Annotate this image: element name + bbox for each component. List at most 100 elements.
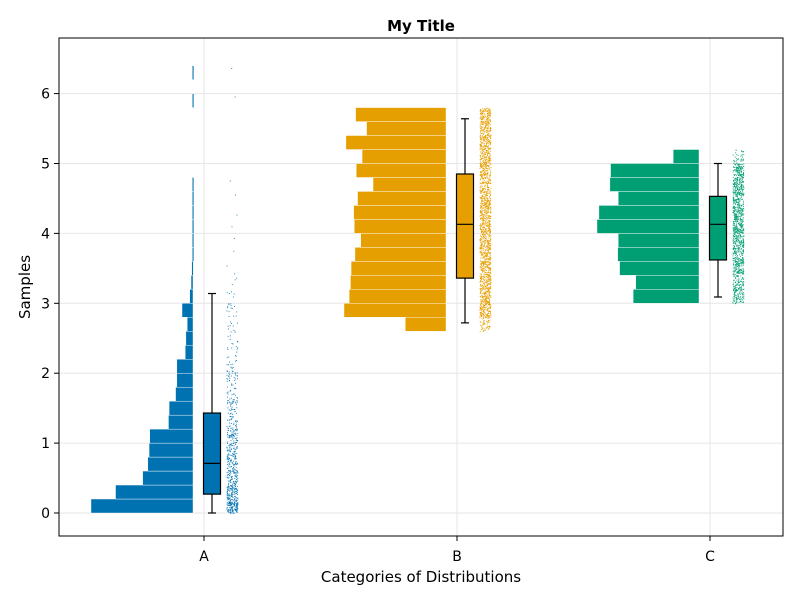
scatter-point: [733, 245, 735, 247]
scatter-point: [230, 366, 232, 368]
scatter-point: [733, 192, 735, 194]
scatter-point: [485, 167, 487, 169]
scatter-point: [738, 184, 739, 186]
scatter-point: [740, 268, 742, 270]
scatter-point: [736, 232, 738, 234]
scatter-point: [487, 157, 489, 159]
scatter-point: [486, 123, 488, 125]
scatter-point: [485, 203, 487, 205]
scatter-point: [742, 238, 744, 240]
scatter-point: [737, 188, 739, 190]
scatter-point: [236, 503, 238, 505]
scatter-point: [481, 197, 483, 199]
scatter-point: [488, 261, 490, 263]
scatter-point: [743, 171, 744, 173]
scatter-point: [231, 431, 233, 433]
scatter-point: [485, 135, 487, 136]
scatter-point: [734, 260, 736, 262]
scatter-point: [480, 276, 482, 278]
scatter-point: [483, 220, 485, 222]
scatter-point: [743, 206, 745, 207]
scatter-point: [732, 240, 734, 242]
scatter-point: [234, 434, 236, 435]
scatter-point: [732, 259, 734, 261]
scatter-point: [482, 233, 484, 235]
scatter-point: [233, 422, 235, 424]
scatter-point: [480, 176, 482, 178]
scatter-point: [228, 458, 230, 460]
scatter-point: [229, 484, 231, 486]
scatter-point: [489, 140, 491, 142]
scatter-point: [483, 273, 485, 275]
scatter-point: [485, 136, 487, 138]
scatter-point: [488, 294, 490, 296]
scatter-point: [483, 307, 485, 309]
scatter-point: [487, 189, 488, 190]
scatter-point: [735, 215, 737, 217]
scatter-point: [741, 286, 742, 288]
scatter-point: [738, 248, 739, 250]
scatter-point: [233, 431, 235, 433]
scatter-point: [489, 179, 491, 181]
scatter-point: [735, 265, 737, 267]
scatter-point: [480, 174, 482, 176]
histogram-bar: [175, 386, 194, 402]
scatter-point: [486, 121, 488, 123]
scatter-point: [480, 263, 482, 265]
scatter-point: [480, 251, 482, 253]
scatter-point: [487, 327, 489, 329]
scatter-point: [486, 298, 488, 300]
scatter-point: [482, 216, 484, 217]
scatter-point: [231, 459, 232, 461]
scatter-point: [481, 177, 483, 179]
scatter-point: [481, 239, 483, 241]
scatter-point: [734, 291, 736, 293]
scatter-point: [738, 198, 740, 199]
scatter-point: [235, 493, 237, 495]
scatter-point: [230, 503, 232, 505]
scatter-point: [742, 213, 744, 215]
scatter-point: [482, 165, 484, 167]
histogram-bar: [192, 219, 195, 234]
scatter-point: [488, 247, 490, 248]
scatter-point: [739, 234, 741, 236]
scatter-point: [485, 291, 487, 293]
scatter-point: [741, 290, 743, 292]
scatter-point: [481, 130, 483, 132]
scatter-point: [230, 416, 232, 417]
scatter-point: [734, 221, 736, 223]
scatter-point: [480, 310, 482, 312]
scatter-point: [234, 387, 236, 389]
scatter-point: [738, 173, 740, 175]
scatter-point: [736, 170, 738, 172]
scatter-point: [487, 147, 489, 149]
scatter-point: [234, 458, 236, 460]
scatter-point: [481, 163, 483, 165]
scatter-point: [482, 299, 484, 301]
scatter-point: [484, 292, 486, 294]
scatter-point: [485, 253, 487, 255]
scatter-point: [735, 222, 737, 224]
scatter-point: [742, 185, 744, 187]
scatter-point: [485, 159, 487, 161]
scatter-point: [479, 275, 481, 277]
scatter-point: [482, 218, 484, 220]
scatter-point: [489, 313, 491, 315]
scatter-point: [737, 236, 739, 238]
scatter-point: [479, 215, 481, 217]
scatter-point: [741, 180, 743, 182]
scatter-point: [489, 217, 491, 219]
histogram-bar: [181, 303, 194, 318]
scatter-point: [236, 375, 238, 376]
scatter-point: [741, 167, 743, 169]
scatter-point: [733, 210, 735, 212]
scatter-point: [236, 491, 238, 493]
scatter-point: [228, 476, 230, 478]
x-tick-label: C: [705, 549, 715, 565]
scatter-point: [490, 187, 492, 189]
scatter-point: [229, 450, 231, 452]
scatter-point: [486, 174, 488, 176]
scatter-point: [733, 274, 735, 276]
scatter-point: [487, 147, 489, 149]
scatter-point: [742, 281, 743, 283]
